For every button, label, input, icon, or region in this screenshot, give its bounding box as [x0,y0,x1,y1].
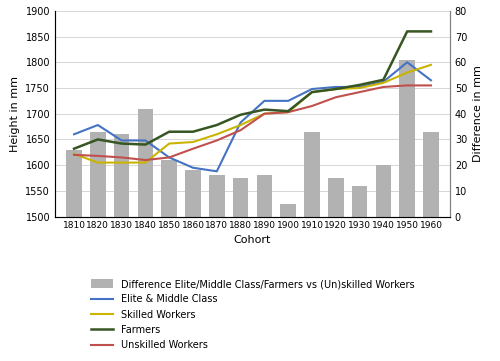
Bar [280,204,296,217]
Bar [114,134,130,217]
Y-axis label: Difference in mm: Difference in mm [473,65,483,162]
Legend: Difference Elite/Middle Class/Farmers vs (Un)skilled Workers, Elite & Middle Cla: Difference Elite/Middle Class/Farmers vs… [92,279,414,351]
Bar [186,170,200,217]
Bar [138,109,153,217]
Bar [328,178,344,217]
Y-axis label: Height in mm: Height in mm [10,76,20,152]
Bar [423,132,438,217]
Bar [162,160,177,217]
X-axis label: Cohort: Cohort [234,235,271,245]
Bar [233,178,248,217]
Bar [376,165,391,217]
Bar [90,132,106,217]
Bar [66,150,82,217]
Bar [400,60,415,217]
Bar [304,132,320,217]
Bar [209,175,224,217]
Bar [256,175,272,217]
Bar [352,186,368,217]
